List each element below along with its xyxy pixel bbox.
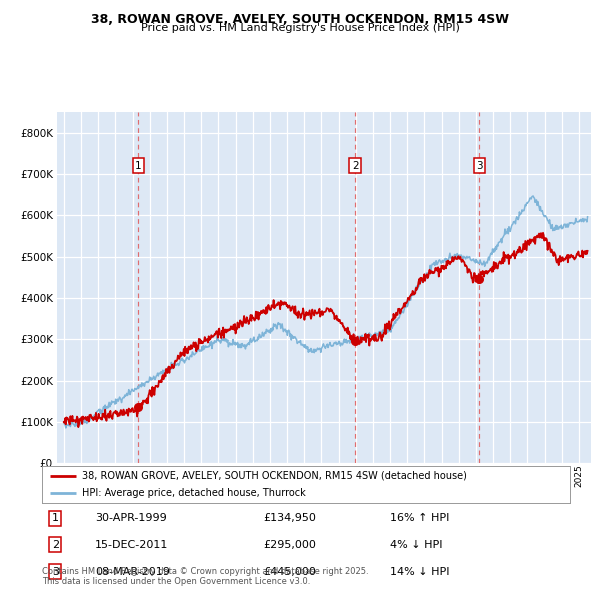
- Text: 15-DEC-2011: 15-DEC-2011: [95, 540, 168, 550]
- Text: HPI: Average price, detached house, Thurrock: HPI: Average price, detached house, Thur…: [82, 488, 305, 498]
- Text: 1: 1: [52, 513, 59, 523]
- Text: 4% ↓ HPI: 4% ↓ HPI: [391, 540, 443, 550]
- Text: 38, ROWAN GROVE, AVELEY, SOUTH OCKENDON, RM15 4SW (detached house): 38, ROWAN GROVE, AVELEY, SOUTH OCKENDON,…: [82, 471, 466, 481]
- Text: 08-MAR-2019: 08-MAR-2019: [95, 566, 170, 576]
- Text: 30-APR-1999: 30-APR-1999: [95, 513, 167, 523]
- Text: £295,000: £295,000: [264, 540, 317, 550]
- Text: 3: 3: [52, 566, 59, 576]
- Text: £445,000: £445,000: [264, 566, 317, 576]
- Text: Price paid vs. HM Land Registry's House Price Index (HPI): Price paid vs. HM Land Registry's House …: [140, 23, 460, 33]
- Text: £134,950: £134,950: [264, 513, 317, 523]
- Text: 2: 2: [352, 161, 358, 171]
- Text: 3: 3: [476, 161, 482, 171]
- Text: 38, ROWAN GROVE, AVELEY, SOUTH OCKENDON, RM15 4SW: 38, ROWAN GROVE, AVELEY, SOUTH OCKENDON,…: [91, 13, 509, 26]
- Text: 1: 1: [135, 161, 142, 171]
- Text: 14% ↓ HPI: 14% ↓ HPI: [391, 566, 450, 576]
- Text: Contains HM Land Registry data © Crown copyright and database right 2025.
This d: Contains HM Land Registry data © Crown c…: [42, 567, 368, 586]
- Text: 2: 2: [52, 540, 59, 550]
- Text: 16% ↑ HPI: 16% ↑ HPI: [391, 513, 450, 523]
